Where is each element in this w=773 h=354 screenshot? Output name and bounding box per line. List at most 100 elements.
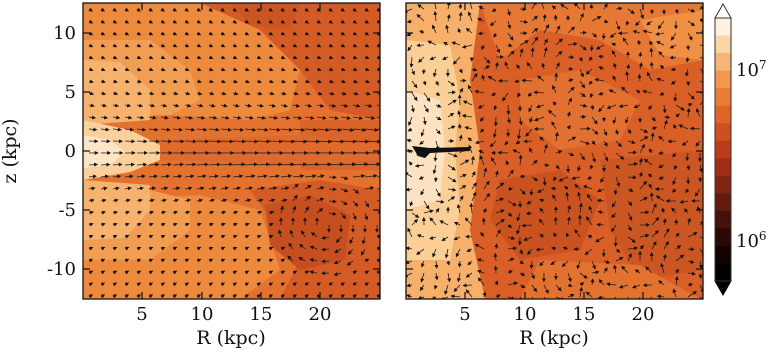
velocity-arrow <box>376 246 380 251</box>
velocity-arrow <box>196 103 204 108</box>
velocity-arrow <box>429 217 437 226</box>
velocity-arrow <box>292 55 298 60</box>
velocity-arrow <box>184 270 190 275</box>
velocity-arrow <box>88 222 94 227</box>
velocity-arrow <box>340 139 357 144</box>
velocity-arrow <box>184 115 194 120</box>
velocity-arrow <box>507 200 517 206</box>
velocity-arrow <box>594 77 605 82</box>
velocity-arrow <box>364 162 380 167</box>
velocity-arrow <box>160 103 168 108</box>
velocity-arrow <box>578 202 583 214</box>
velocity-arrow <box>414 163 425 168</box>
right-x-tick-label: 20 <box>632 304 655 325</box>
velocity-arrow <box>244 246 250 251</box>
velocity-arrow <box>148 294 153 299</box>
velocity-arrow <box>528 104 533 113</box>
velocity-arrow <box>292 174 305 179</box>
velocity-arrow <box>100 55 106 60</box>
velocity-arrow <box>304 103 313 108</box>
velocity-arrow <box>196 198 204 203</box>
velocity-arrow <box>88 174 97 179</box>
velocity-arrow <box>88 198 95 203</box>
velocity-arrow <box>566 111 571 118</box>
velocity-arrow <box>521 223 533 228</box>
velocity-arrow <box>268 19 274 24</box>
velocity-arrow <box>124 282 130 287</box>
velocity-arrow <box>100 103 107 108</box>
velocity-arrow <box>673 124 677 130</box>
velocity-arrow <box>328 103 337 108</box>
velocity-arrow <box>172 294 177 299</box>
velocity-arrow <box>309 245 318 250</box>
velocity-arrow <box>124 115 133 120</box>
velocity-arrow <box>112 246 118 251</box>
velocity-arrow <box>244 31 250 36</box>
velocity-arrow <box>172 55 178 60</box>
velocity-arrow <box>638 157 643 166</box>
velocity-arrow <box>530 47 535 58</box>
velocity-arrow <box>529 147 533 154</box>
velocity-arrow <box>459 87 464 94</box>
velocity-arrow <box>483 167 488 178</box>
velocity-arrow <box>184 127 196 132</box>
velocity-arrow <box>533 90 545 95</box>
velocity-arrow <box>433 10 438 22</box>
velocity-arrow <box>304 270 310 275</box>
velocity-arrow <box>220 210 227 215</box>
velocity-arrow <box>675 232 680 238</box>
velocity-arrow <box>552 194 557 202</box>
velocity-arrow <box>304 91 311 96</box>
velocity-arrow <box>100 186 108 191</box>
velocity-arrow <box>112 115 121 120</box>
velocity-arrow <box>627 150 637 155</box>
velocity-arrow <box>411 68 415 76</box>
velocity-arrow <box>352 103 361 108</box>
velocity-arrow <box>268 67 274 72</box>
velocity-arrow <box>591 260 596 270</box>
velocity-arrow <box>136 139 148 144</box>
velocity-arrow <box>256 115 266 120</box>
velocity-arrow <box>457 123 462 130</box>
velocity-arrow <box>551 5 557 10</box>
velocity-arrow <box>172 79 178 84</box>
velocity-arrow <box>539 234 545 238</box>
velocity-arrow <box>467 260 473 266</box>
velocity-arrow <box>579 30 587 35</box>
velocity-arrow <box>432 3 437 10</box>
velocity-arrow <box>256 67 262 72</box>
velocity-arrow <box>507 270 513 275</box>
velocity-arrow <box>649 47 654 58</box>
velocity-arrow <box>663 119 668 130</box>
velocity-arrow <box>523 236 533 241</box>
velocity-arrow <box>647 173 653 178</box>
velocity-arrow <box>172 222 178 227</box>
velocity-arrow <box>328 67 334 72</box>
velocity-arrow <box>196 246 202 251</box>
velocity-arrow <box>208 234 214 239</box>
velocity-arrow <box>88 270 94 275</box>
velocity-arrow <box>447 187 457 192</box>
velocity-arrow <box>447 99 457 106</box>
velocity-arrow <box>268 103 276 108</box>
velocity-arrow <box>340 294 345 299</box>
velocity-arrow <box>595 236 605 243</box>
velocity-arrow <box>435 207 440 214</box>
velocity-arrow <box>376 104 380 107</box>
velocity-arrow <box>298 256 306 262</box>
colorbar-segment <box>715 88 731 107</box>
velocity-arrow <box>519 174 526 179</box>
velocity-arrow <box>364 103 373 108</box>
velocity-arrow <box>292 7 297 12</box>
velocity-arrow <box>220 19 226 24</box>
velocity-arrow <box>352 116 364 120</box>
velocity-arrow <box>196 282 202 287</box>
velocity-arrow <box>596 198 605 203</box>
velocity-arrow <box>352 282 358 287</box>
velocity-arrow <box>364 91 371 96</box>
velocity-arrow <box>504 140 509 146</box>
velocity-arrow <box>519 40 529 46</box>
velocity-arrow <box>304 31 310 36</box>
velocity-arrow <box>376 258 380 263</box>
velocity-arrow <box>268 91 275 96</box>
